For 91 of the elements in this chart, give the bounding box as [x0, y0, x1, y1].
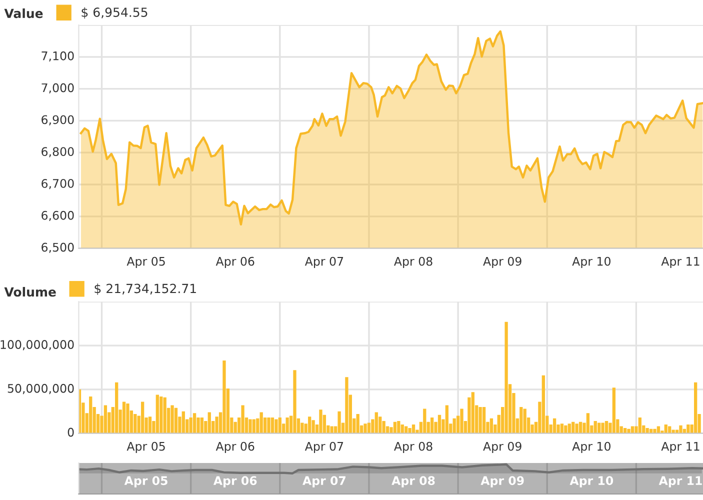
- y-tick-label: 0: [68, 428, 74, 437]
- bar: [460, 408, 464, 434]
- x-tick-label: Apr 06: [213, 476, 257, 488]
- x-tick-label: Apr 11: [661, 442, 700, 454]
- y-tick-label: 50,000,000: [8, 384, 74, 394]
- y-tick-label: 6,900: [42, 115, 74, 126]
- bar: [160, 396, 163, 434]
- bar: [278, 418, 282, 434]
- bar: [520, 406, 523, 434]
- bar: [504, 322, 508, 434]
- bar: [267, 418, 270, 434]
- bar: [286, 418, 289, 434]
- bar: [163, 397, 166, 434]
- x-tick-label: Apr 10: [572, 256, 610, 268]
- bar: [445, 405, 448, 434]
- chart-title: Value: [4, 8, 43, 18]
- bar: [575, 424, 578, 434]
- bar: [293, 370, 296, 434]
- bar: [248, 419, 252, 434]
- x-tick-label: Apr 09: [480, 476, 524, 488]
- bar: [192, 413, 196, 434]
- bar: [679, 425, 682, 434]
- bar: [471, 392, 474, 434]
- legend-label: $ 21,734,152.71: [94, 284, 196, 295]
- bar: [564, 425, 568, 434]
- y-tick-label: 100,000,000: [0, 340, 74, 350]
- y-tick-label: 7,000: [42, 83, 74, 94]
- bar: [523, 408, 526, 434]
- bar: [364, 424, 367, 434]
- bar: [694, 382, 698, 434]
- bar: [270, 418, 274, 434]
- bar: [208, 412, 211, 434]
- bar: [274, 419, 278, 434]
- bar: [586, 413, 590, 434]
- bar: [308, 416, 312, 434]
- bar: [423, 408, 426, 434]
- bar: [134, 414, 137, 434]
- x-tick-label: Apr 07: [302, 476, 346, 488]
- x-tick-label: Apr 08: [394, 256, 432, 268]
- bar: [356, 414, 360, 434]
- y-tick-label: 7,100: [42, 51, 74, 62]
- x-tick-label: Apr 08: [394, 442, 432, 454]
- x-tick-label: Apr 11: [658, 476, 702, 488]
- x-tick-label: Apr 09: [483, 256, 522, 268]
- x-tick-label: Apr 10: [572, 442, 610, 454]
- x-tick-label: Apr 05: [126, 256, 165, 268]
- bar: [126, 403, 130, 434]
- bar: [430, 418, 434, 434]
- bar: [319, 410, 322, 434]
- bar: [241, 405, 244, 434]
- bar: [482, 406, 486, 434]
- bar: [374, 412, 378, 434]
- bar: [174, 408, 178, 434]
- x-tick-label: Apr 05: [126, 442, 165, 454]
- x-tick-label: Apr 07: [304, 256, 344, 268]
- bar: [200, 418, 204, 434]
- bar: [122, 402, 126, 434]
- x-tick-label: Apr 06: [216, 256, 254, 268]
- x-tick-label: Apr 10: [570, 476, 614, 488]
- y-tick-label: 6,500: [42, 242, 74, 253]
- x-tick-label: Apr 08: [392, 476, 435, 488]
- y-tick-label: 6,800: [42, 147, 74, 158]
- bar: [601, 422, 604, 434]
- bar: [182, 411, 185, 434]
- bar: [115, 382, 118, 434]
- bar: [612, 388, 616, 434]
- x-tick-label: Apr 06: [216, 442, 254, 454]
- bar: [156, 394, 159, 434]
- bar: [478, 406, 482, 434]
- bar: [542, 375, 545, 434]
- x-tick-label: Apr 07: [304, 442, 344, 454]
- legend-label: $ 6,954.55: [82, 7, 148, 19]
- bar: [338, 411, 341, 434]
- bar: [312, 420, 315, 434]
- bar: [89, 396, 92, 434]
- bar: [260, 412, 263, 434]
- bar: [170, 405, 174, 434]
- bar: [104, 405, 108, 434]
- y-tick-label: 6,600: [42, 210, 74, 222]
- bar: [140, 402, 144, 434]
- x-tick-label: Apr 05: [124, 476, 168, 488]
- chart-title: Volume: [4, 286, 56, 297]
- bar: [408, 428, 412, 434]
- bar: [638, 418, 642, 434]
- y-tick-label: 6,700: [42, 178, 74, 190]
- bar: [222, 360, 226, 434]
- x-tick-label: Apr 09: [483, 442, 522, 454]
- x-tick-label: Apr 11: [661, 256, 700, 268]
- bar: [148, 416, 152, 434]
- bar: [438, 414, 442, 434]
- bar: [345, 377, 348, 434]
